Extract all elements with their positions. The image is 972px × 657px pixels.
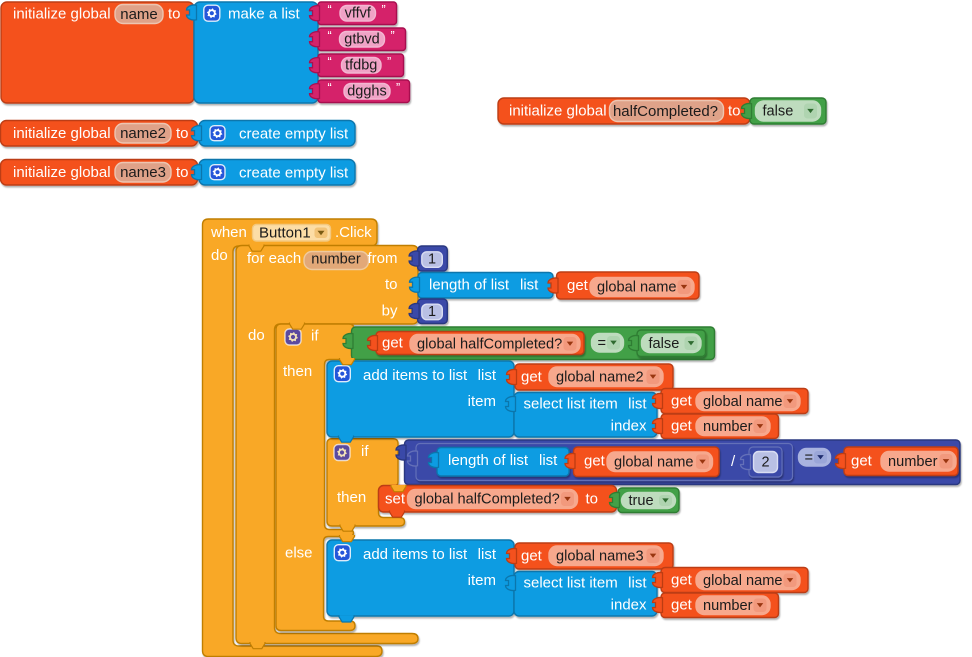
svg-text:“: “ [328,81,332,95]
svg-text:“: “ [328,55,332,69]
svg-text:global name3: global name3 [556,548,644,564]
svg-text:global halfCompleted?: global halfCompleted? [415,492,560,508]
svg-text:select list item: select list item [524,575,618,592]
svg-text:.Click: .Click [335,224,372,241]
svg-text:then: then [337,489,366,506]
svg-text:global halfCompleted?: global halfCompleted? [417,336,562,352]
svg-text:“: “ [328,29,332,43]
svg-text:number: number [888,454,938,470]
svg-text:tfdbg: tfdbg [345,58,377,74]
svg-text:list: list [539,452,558,469]
svg-text:get: get [671,418,693,435]
svg-text:from: from [368,250,398,267]
svg-text:initialize global: initialize global [13,125,111,142]
svg-text:get: get [584,453,606,470]
svg-text:add items to list: add items to list [363,546,468,563]
svg-text:if: if [361,443,369,460]
svg-text:get: get [382,335,404,352]
svg-text:number: number [311,252,361,268]
svg-text:select list item: select list item [524,396,618,413]
svg-text:list: list [628,575,647,592]
svg-text:list: list [478,367,497,384]
svg-text:number: number [703,598,753,614]
svg-text:1: 1 [428,252,436,268]
svg-text:list: list [478,546,497,563]
svg-text:halfCompleted?: halfCompleted? [613,103,718,120]
svg-text:get: get [521,548,543,565]
svg-text:for each: for each [247,250,301,267]
svg-text:false: false [649,336,680,352]
svg-text:number: number [703,419,753,435]
svg-text:to: to [385,276,398,293]
svg-text:global name: global name [597,280,677,296]
svg-text:index: index [611,418,647,435]
svg-text:get: get [671,597,693,614]
svg-text:global name: global name [703,573,783,589]
svg-text:false: false [763,104,794,120]
svg-text:global name2: global name2 [556,369,644,385]
svg-text:name2: name2 [120,125,166,142]
svg-text:then: then [283,363,312,380]
svg-text:list: list [520,277,539,294]
svg-text:item: item [468,572,496,589]
svg-text:to: to [728,103,741,120]
svg-text:to: to [168,6,181,23]
svg-text:name: name [120,6,158,23]
svg-text:do: do [248,327,265,344]
svg-text:”: ” [396,81,400,95]
svg-text:vffvf: vffvf [345,6,372,22]
svg-text:to: to [586,491,599,508]
svg-text:name3: name3 [120,164,166,181]
svg-text:gtbvd: gtbvd [344,32,379,48]
svg-text:initialize global: initialize global [13,164,111,181]
svg-text:create empty list: create empty list [239,165,349,182]
svg-text:global name: global name [614,454,694,470]
svg-text:add items to list: add items to list [363,367,468,384]
svg-text:/: / [731,453,736,470]
svg-text:item: item [468,393,496,410]
svg-text:length of list: length of list [429,277,510,294]
svg-text:get: get [671,393,693,410]
svg-text:1: 1 [428,304,436,320]
svg-text:2: 2 [761,455,769,471]
svg-text:get: get [851,453,873,470]
svg-text:to: to [176,125,189,142]
svg-text:make a list: make a list [228,6,301,23]
svg-text:index: index [611,597,647,614]
svg-text:”: ” [382,3,386,17]
svg-text:get: get [521,369,543,386]
svg-text:initialize global: initialize global [13,6,111,23]
svg-text:global name: global name [703,394,783,410]
svg-text:to: to [176,164,189,181]
svg-text:=: = [598,335,607,351]
svg-text:if: if [311,328,319,345]
svg-text:”: ” [391,29,395,43]
svg-text:list: list [628,396,647,413]
svg-text:do: do [211,247,228,264]
svg-text:Button1: Button1 [259,225,311,242]
svg-text:initialize global: initialize global [509,103,607,120]
svg-text:set: set [385,491,406,508]
svg-text:“: “ [328,3,332,17]
svg-text:get: get [567,277,589,294]
svg-text:when: when [210,224,247,241]
svg-text:true: true [629,493,654,509]
svg-text:=: = [805,450,814,466]
svg-text:else: else [285,545,313,562]
svg-text:create empty list: create empty list [239,126,349,143]
svg-text:dgghs: dgghs [347,84,387,100]
svg-text:get: get [671,572,693,589]
svg-text:by: by [382,303,398,320]
svg-text:”: ” [387,55,391,69]
svg-text:length of list: length of list [448,452,529,469]
